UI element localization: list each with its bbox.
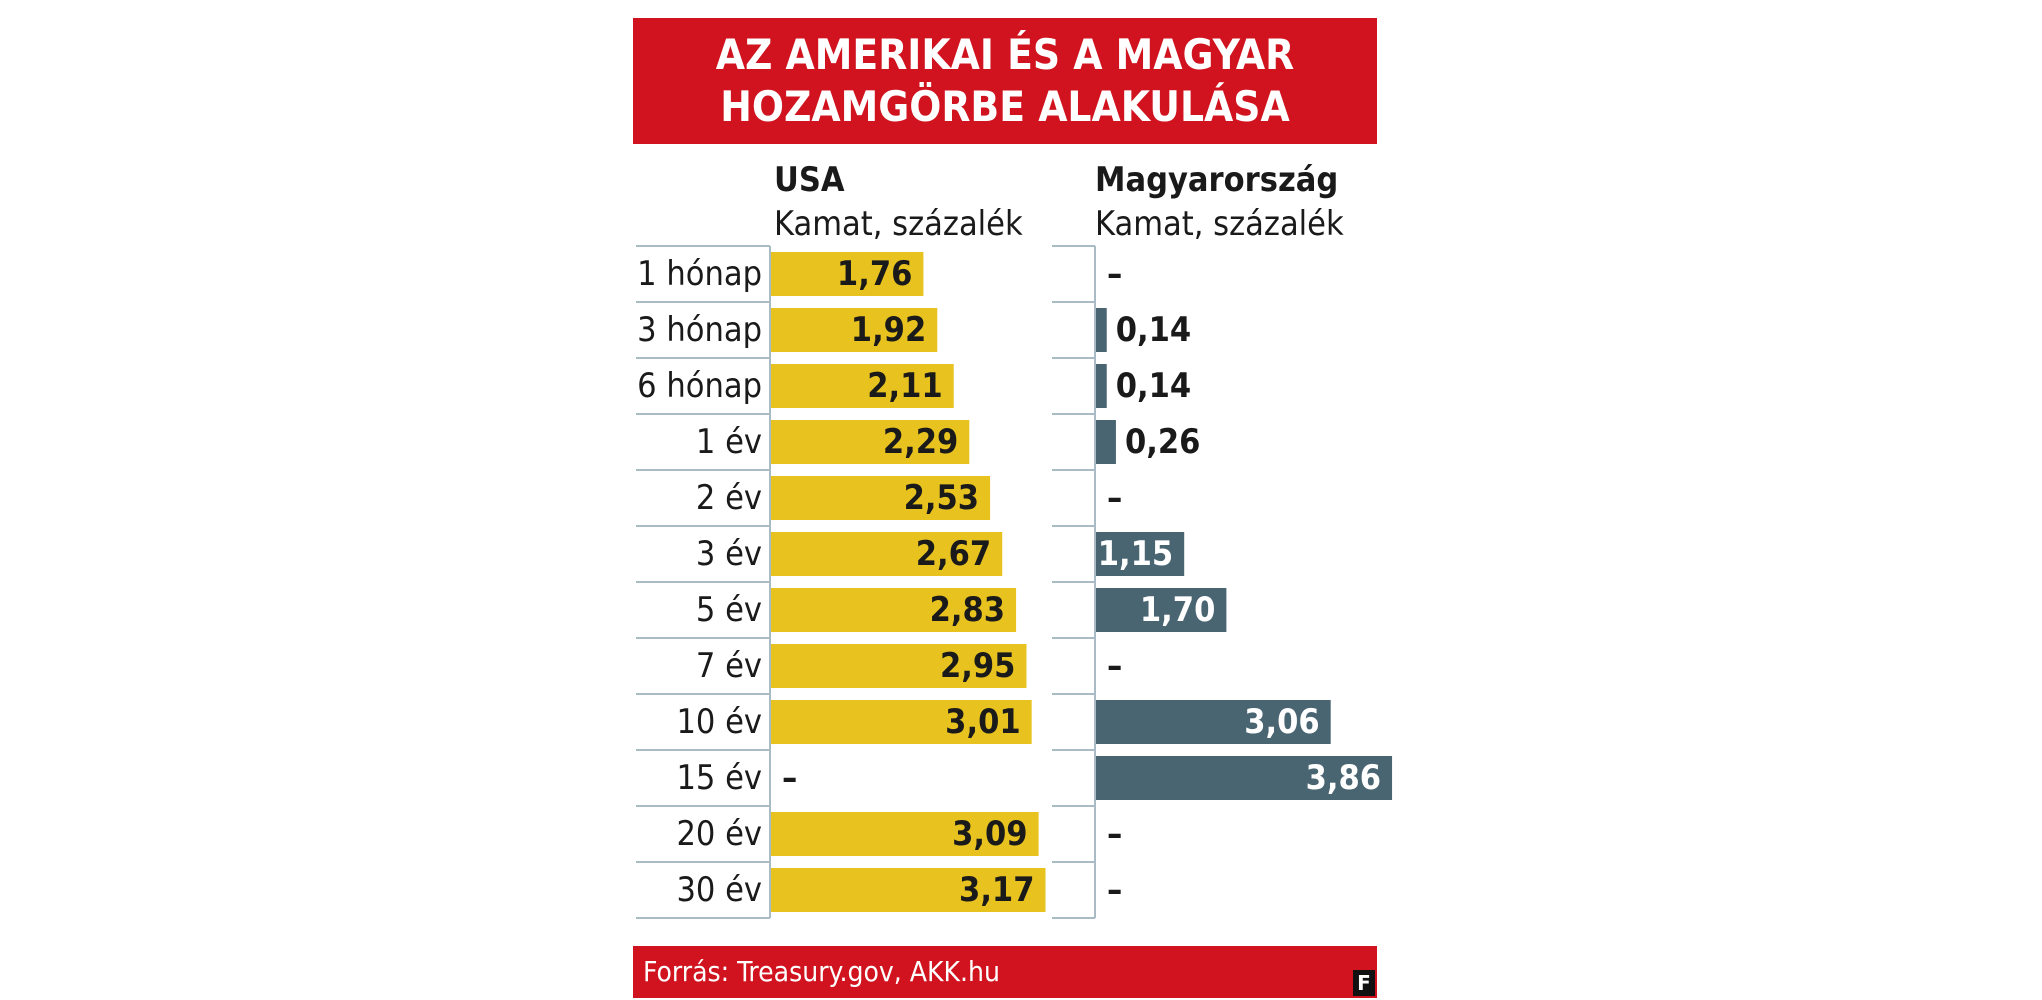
usa-value-label: 2,53 — [904, 478, 979, 518]
hu-value-label: 3,86 — [1306, 758, 1381, 798]
usa-bar — [771, 364, 954, 408]
hu-bar — [1096, 700, 1331, 744]
category-label: 2 év — [696, 478, 762, 518]
hu-bar — [1096, 756, 1393, 800]
hu-value-label: 1,70 — [1140, 590, 1215, 630]
hu-bar — [1096, 308, 1107, 352]
usa-value-label: 2,11 — [867, 366, 942, 406]
hu-value-label: 3,06 — [1244, 702, 1319, 742]
usa-unit-label: Kamat, százalék — [774, 204, 1023, 244]
usa-value-label: 2,67 — [916, 534, 991, 574]
category-label: 3 év — [696, 534, 762, 574]
source-text: Forrás: Treasury.gov, AKK.hu — [643, 955, 1000, 988]
usa-value-label: 2,95 — [940, 646, 1015, 686]
usa-bar — [771, 868, 1046, 912]
usa-series-name: USA — [774, 160, 845, 200]
category-label: 10 év — [676, 702, 762, 742]
hu-bar — [1096, 532, 1185, 576]
hu-missing-label: – — [1107, 870, 1122, 910]
hu-value-label: 1,15 — [1098, 534, 1173, 574]
category-label: 15 év — [676, 758, 762, 798]
usa-bar — [771, 700, 1032, 744]
hu-value-label: 0,26 — [1125, 422, 1200, 462]
category-label: 30 év — [676, 870, 762, 910]
chart-title: AZ AMERIKAI ÉS A MAGYAR HOZAMGÖRBE ALAKU… — [633, 18, 1377, 144]
hu-unit-label: Kamat, százalék — [1095, 204, 1344, 244]
hu-bar — [1096, 420, 1116, 464]
chart-title-line-2: HOZAMGÖRBE ALAKULÁSA — [720, 82, 1290, 131]
hu-value-label: 0,14 — [1116, 366, 1191, 406]
category-label: 1 év — [696, 422, 762, 462]
usa-bar — [771, 308, 938, 352]
usa-value-label: 1,76 — [837, 254, 912, 294]
category-label: 1 hónap — [637, 254, 762, 294]
usa-value-label: 3,09 — [952, 814, 1027, 854]
publisher-logo: F — [1353, 970, 1375, 996]
hu-series-name: Magyarország — [1095, 160, 1338, 200]
category-label: 7 év — [696, 646, 762, 686]
usa-bar — [771, 812, 1039, 856]
usa-missing-label: – — [782, 758, 797, 798]
hu-missing-label: – — [1107, 646, 1122, 686]
hu-value-label: 0,14 — [1116, 310, 1191, 350]
usa-value-label: 3,17 — [959, 870, 1034, 910]
usa-value-label: 1,92 — [851, 310, 926, 350]
usa-value-label: 3,01 — [945, 702, 1020, 742]
usa-bar — [771, 252, 924, 296]
hu-missing-label: – — [1107, 478, 1122, 518]
usa-bar — [771, 420, 970, 464]
hu-bar — [1096, 364, 1107, 408]
usa-bar — [771, 532, 1003, 576]
hu-missing-label: – — [1107, 814, 1122, 854]
usa-value-label: 2,83 — [930, 590, 1005, 630]
source-banner: Forrás: Treasury.gov, AKK.hu F — [633, 946, 1377, 998]
usa-bar — [771, 476, 991, 520]
usa-bar — [771, 588, 1017, 632]
hu-bar — [1096, 588, 1227, 632]
category-label: 20 év — [676, 814, 762, 854]
chart-title-line-1: AZ AMERIKAI ÉS A MAGYAR — [715, 30, 1295, 79]
category-label: 3 hónap — [637, 310, 762, 350]
hu-missing-label: – — [1107, 254, 1122, 294]
category-label: 5 év — [696, 590, 762, 630]
usa-bar — [771, 644, 1027, 688]
usa-value-label: 2,29 — [883, 422, 958, 462]
category-label: 6 hónap — [637, 366, 762, 406]
